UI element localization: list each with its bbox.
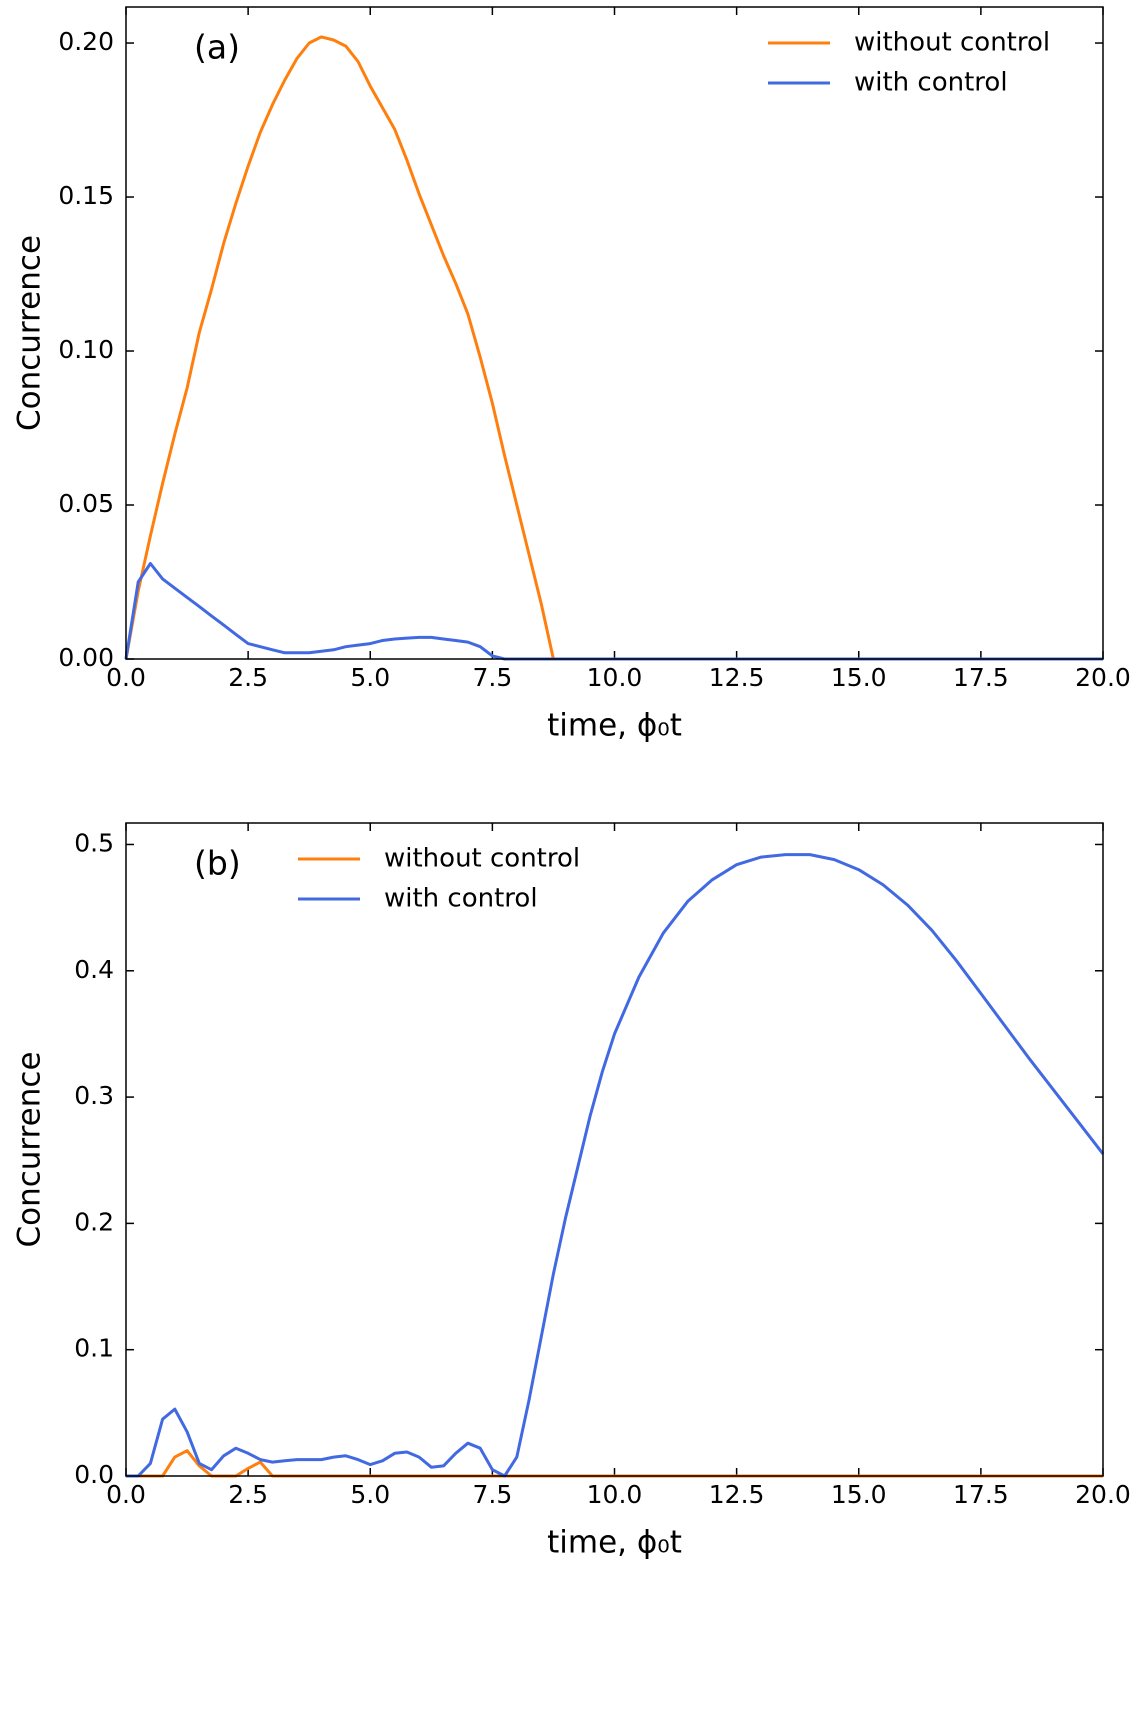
y-tick-label: 0.0 — [74, 1460, 114, 1489]
y-tick-label: 0.5 — [74, 828, 114, 857]
x-tick-label: 10.0 — [587, 1480, 643, 1509]
x-tick-label: 7.5 — [472, 663, 512, 692]
legend-label: without control — [854, 28, 1050, 58]
legend-label: with control — [384, 884, 538, 914]
x-tick-label: 17.5 — [953, 1480, 1009, 1509]
series-line — [124, 562, 1103, 661]
y-tick-label: 0.1 — [74, 1334, 114, 1363]
y-tick-label: 0.05 — [58, 489, 114, 518]
y-tick-label: 0.4 — [74, 955, 114, 984]
x-axis-label: time, ϕ₀t — [547, 708, 682, 744]
legend-label: without control — [384, 844, 580, 874]
x-axis-label: time, ϕ₀t — [547, 1525, 682, 1561]
series-line — [124, 35, 1103, 661]
axes-frame — [125, 6, 1104, 660]
x-tick-label: 0.0 — [106, 663, 146, 692]
x-tick-label: 2.5 — [228, 663, 268, 692]
y-tick-label: 0.20 — [58, 27, 114, 56]
y-axis-label: Concurrence — [12, 235, 48, 431]
y-tick-label: 0.15 — [58, 181, 114, 210]
x-tick-label: 20.0 — [1075, 663, 1131, 692]
series-line — [126, 853, 1105, 1478]
x-tick-label: 12.5 — [709, 663, 765, 692]
y-tick-label: 0.00 — [58, 643, 114, 672]
y-tick-label: 0.3 — [74, 1081, 114, 1110]
x-tick-label: 10.0 — [587, 663, 643, 692]
x-tick-label: 5.0 — [350, 1480, 390, 1509]
x-tick-label: 17.5 — [953, 663, 1009, 692]
x-tick-label: 0.0 — [106, 1480, 146, 1509]
y-tick-label: 0.10 — [58, 335, 114, 364]
axes-frame — [125, 822, 1104, 1477]
legend-label: with control — [854, 68, 1008, 98]
x-tick-label: 15.0 — [831, 663, 887, 692]
x-tick-label: 2.5 — [228, 1480, 268, 1509]
y-tick-label: 0.2 — [74, 1207, 114, 1236]
x-tick-label: 12.5 — [709, 1480, 765, 1509]
annotation: (b) — [194, 844, 241, 883]
x-tick-label: 15.0 — [831, 1480, 887, 1509]
x-tick-label: 7.5 — [472, 1480, 512, 1509]
y-axis-label: Concurrence — [12, 1051, 48, 1247]
annotation: (a) — [194, 28, 240, 67]
x-tick-label: 20.0 — [1075, 1480, 1131, 1509]
x-tick-label: 5.0 — [350, 663, 390, 692]
